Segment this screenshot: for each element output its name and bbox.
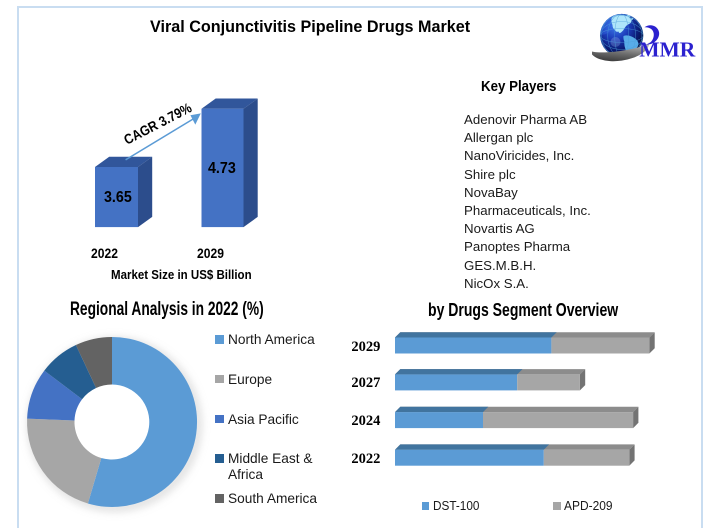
svg-text:MMR: MMR [639, 37, 695, 61]
